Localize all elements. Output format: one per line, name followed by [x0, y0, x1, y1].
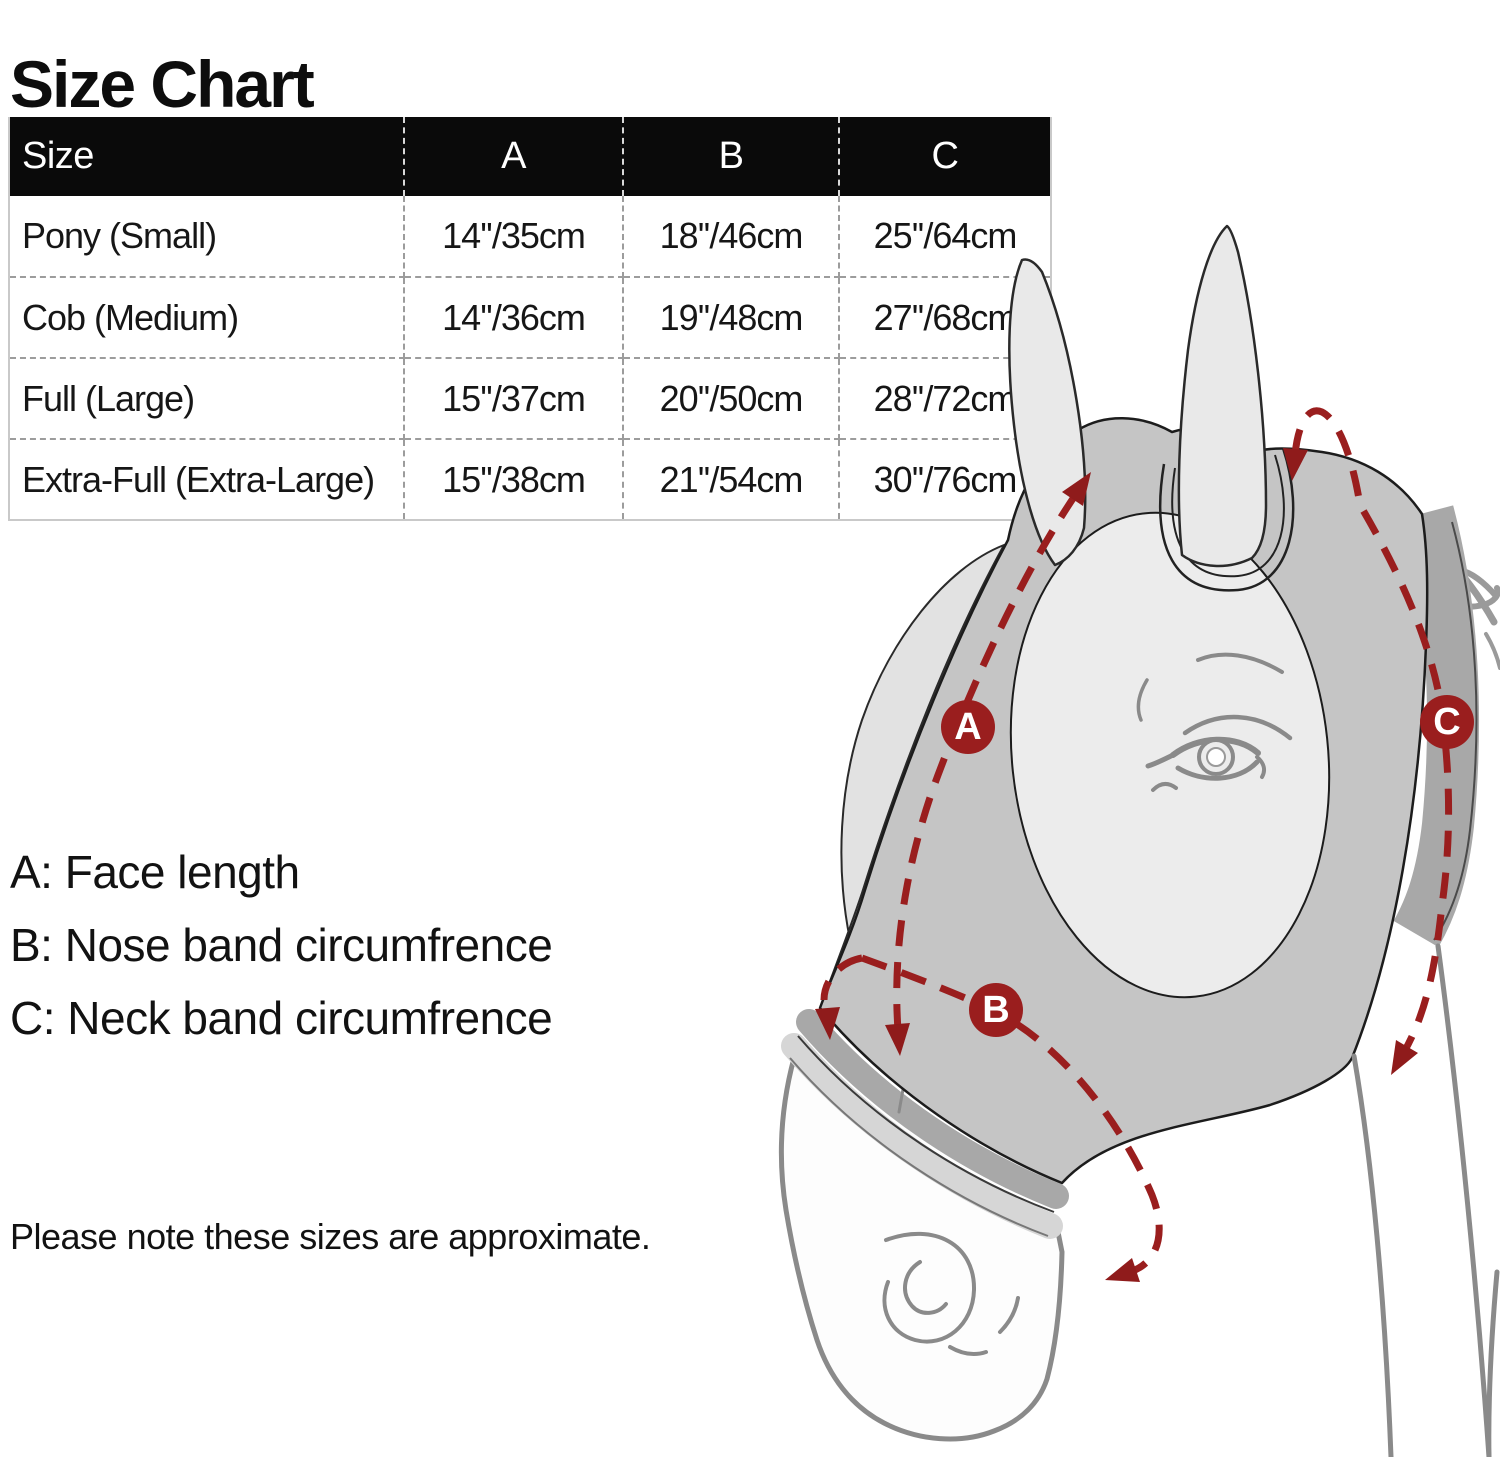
- column-header-b: B: [623, 117, 840, 196]
- measurement-guides: [820, 407, 1453, 1276]
- arrowhead-b-end: [1105, 1258, 1140, 1282]
- column-header-a: A: [404, 117, 624, 196]
- size-cell: Pony (Small): [9, 196, 405, 278]
- value-cell: 28''/72cm: [839, 358, 1051, 440]
- page-title: Size Chart: [10, 47, 315, 122]
- value-cell: 19''/48cm: [623, 277, 840, 359]
- nostril-sketch: [882, 1231, 1020, 1357]
- column-header-c: C: [839, 117, 1051, 196]
- mane-sketch: [1370, 494, 1500, 670]
- value-cell: 25''/64cm: [839, 196, 1051, 278]
- legend-item-c: C: Neck band circumfrence: [10, 992, 553, 1044]
- value-cell: 15''/37cm: [404, 358, 624, 440]
- value-cell: 30''/76cm: [839, 439, 1051, 520]
- legend-item-b: B: Nose band circumfrence: [10, 919, 553, 971]
- right-ear: [1177, 224, 1268, 568]
- muzzle: [778, 1055, 1065, 1442]
- fly-mask: [818, 417, 1429, 1185]
- neck-lines: [1351, 943, 1500, 1457]
- measurement-legend: A: Face length B: Nose band circumfrence…: [10, 836, 553, 1055]
- measure-b-left-arc: [820, 954, 863, 1001]
- size-table: Size A B C Pony (Small) 14''/35cm 18''/4…: [8, 117, 1052, 521]
- value-cell: 18''/46cm: [623, 196, 840, 278]
- table-row-extra-full: Extra-Full (Extra-Large) 15''/38cm 21''/…: [9, 439, 1051, 520]
- arrowhead-a-bottom: [885, 1023, 910, 1056]
- measure-a-line: [893, 492, 1079, 1031]
- measure-b-loop: [860, 954, 1163, 1276]
- value-cell: 15''/38cm: [404, 439, 624, 520]
- mask-back-edge-band: [1393, 505, 1480, 948]
- value-cell: 20''/50cm: [623, 358, 840, 440]
- eye-sketch: [1136, 652, 1293, 792]
- ear-opening-rim: [1159, 447, 1295, 592]
- noseband: [781, 1009, 1069, 1239]
- arrowhead-c-top: [1283, 448, 1308, 481]
- label-b-letter: B: [982, 989, 1009, 1031]
- size-table-header-row: Size A B C: [9, 117, 1051, 196]
- table-row-cob: Cob (Medium) 14''/36cm 19''/48cm 27''/68…: [9, 277, 1051, 359]
- measure-label-c: C: [1420, 695, 1474, 749]
- measure-c-loop: [1291, 407, 1453, 1054]
- value-cell: 21''/54cm: [623, 439, 840, 520]
- legend-item-a: A: Face length: [10, 846, 300, 898]
- size-cell: Cob (Medium): [9, 277, 405, 359]
- table-row-pony: Pony (Small) 14''/35cm 18''/46cm 25''/64…: [9, 196, 1051, 278]
- value-cell: 14''/35cm: [404, 196, 624, 278]
- measure-label-a: A: [941, 700, 995, 754]
- arrowhead-c-bottom: [1391, 1040, 1418, 1075]
- column-header-size: Size: [9, 117, 405, 196]
- size-cell: Full (Large): [9, 358, 405, 440]
- arrowhead-a-top: [1062, 472, 1091, 506]
- measurement-arrowheads: [815, 448, 1418, 1282]
- arrowhead-b-left: [815, 1007, 840, 1040]
- value-cell: 14''/36cm: [404, 277, 624, 359]
- mask-back-edge-outline: [1433, 521, 1478, 941]
- label-c-letter: C: [1433, 701, 1460, 743]
- value-cell: 27''/68cm: [839, 277, 1051, 359]
- eye-hole: [1009, 511, 1331, 999]
- table-row-full: Full (Large) 15''/37cm 20''/50cm 28''/72…: [9, 358, 1051, 440]
- label-a-letter: A: [954, 706, 981, 748]
- measure-label-b: B: [969, 983, 1023, 1037]
- size-cell: Extra-Full (Extra-Large): [9, 439, 405, 520]
- approximate-sizes-note: Please note these sizes are approximate.: [10, 1216, 651, 1257]
- far-cheek: [819, 543, 1007, 1009]
